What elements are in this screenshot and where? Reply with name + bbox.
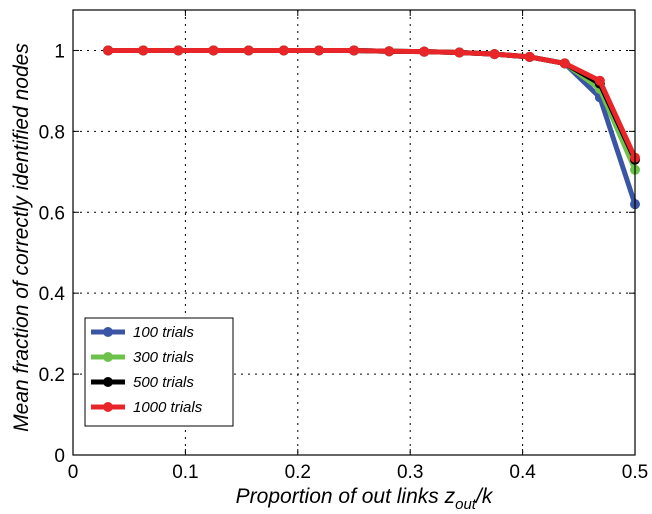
x-tick-label: 0.4 [509,462,536,483]
data-point [559,58,570,69]
x-tick-label: 0.2 [285,462,311,483]
legend-label: 500 trials [133,374,194,391]
y-axis-title: Mean fraction of correctly identified no… [10,43,33,432]
x-tick-label: 0.3 [397,462,423,483]
data-point [489,49,500,60]
data-point [208,45,219,56]
tick-marks [72,10,636,456]
legend-label: 100 trials [133,324,194,341]
legend-item: 300 trials [91,349,194,366]
x-axis-title-main: Proportion of out links z [236,485,456,508]
legend-swatch-marker [103,327,113,337]
x-axis-title-subscript: out [455,496,477,513]
legend-item: 1000 trials [91,399,203,416]
series-group [103,45,640,210]
legend: 100 trials 300 trials 500 trials 1000 trial… [84,317,234,427]
data-point [173,45,184,56]
legend-label: 1000 trials [133,399,203,416]
y-tick-label: 1 [54,41,65,62]
data-point [103,45,114,56]
data-point [419,46,430,57]
x-axis-title-tail: /k [474,485,494,508]
x-tick-label: 0 [68,462,79,483]
legend-swatch-marker [103,377,113,387]
y-tick-label: 0 [54,446,65,467]
data-point [349,45,359,56]
legend-swatch-marker [103,352,113,362]
y-tick-label: 0.2 [39,365,65,386]
data-point [384,46,395,57]
legend-label: 300 trials [133,349,194,366]
y-tick-label: 0.6 [39,203,65,224]
legend-swatch-marker [103,402,113,412]
legend-item: 100 trials [91,324,194,341]
x-axis-title: Proportion of out links zout/k [236,485,494,513]
series-1000-trials [103,45,640,163]
tick-labels: 0 0.1 0.2 0.3 0.4 0.5 0 0.2 0.4 0.6 0.8 1 [39,41,649,483]
data-point [313,45,324,56]
plot-frame [72,9,636,456]
data-point [278,45,289,56]
data-point [524,51,535,62]
x-tick-label: 0.1 [172,462,198,483]
data-point [454,47,465,58]
data-point [243,45,254,56]
data-point [138,45,149,56]
y-tick-label: 0.8 [39,122,65,143]
x-tick-label: 0.5 [622,462,648,483]
series-line [108,47,638,159]
y-tick-label: 0.4 [39,284,66,305]
legend-item: 500 trials [91,374,194,391]
data-point [594,75,605,86]
